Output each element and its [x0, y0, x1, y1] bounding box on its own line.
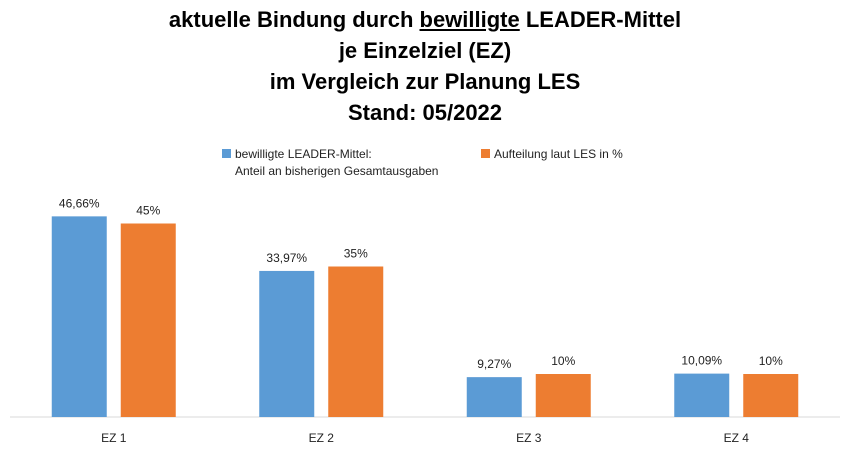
x-tick-label: EZ 1	[101, 431, 127, 445]
data-label: 45%	[136, 204, 160, 218]
legend-label-bewilligt-line1: bewilligte LEADER-Mittel:	[235, 147, 372, 161]
bar-ez4-series-1	[674, 373, 730, 417]
bar-ez3-series-1	[466, 377, 522, 417]
title-underlined-word: bewilligte	[419, 7, 520, 32]
x-tick-label: EZ 3	[516, 431, 542, 445]
bar-ez4-series-2	[743, 374, 799, 417]
data-label: 33,97%	[266, 251, 307, 265]
bar-ez2-series-1	[259, 270, 315, 417]
data-label: 10%	[759, 354, 783, 368]
legend-item-les: Aufteilung laut LES in %	[481, 146, 623, 163]
legend-swatch-blue	[222, 149, 231, 158]
legend-label-bewilligt-line2: Anteil an bisherigen Gesamtausgaben	[235, 164, 439, 178]
x-tick-label: EZ 4	[724, 431, 750, 445]
title-line-4: Stand: 05/2022	[347, 100, 503, 125]
legend-swatch-orange	[481, 149, 490, 158]
data-label: 46,66%	[59, 196, 100, 210]
bar-ez3-series-2	[535, 374, 591, 417]
data-label: 10,09%	[681, 354, 722, 368]
data-label: 35%	[344, 247, 368, 261]
bar-ez1-series-2	[120, 223, 176, 417]
data-label: 9,27%	[477, 357, 511, 371]
data-label: 10%	[551, 354, 575, 368]
title-line-1: aktuelle Bindung durch bewilligte LEADER…	[0, 4, 850, 35]
bar-ez2-series-2	[328, 266, 384, 417]
title-line-3: im Vergleich zur Planung LES	[269, 69, 581, 94]
title-line-1-end: LEADER-Mittel	[519, 7, 682, 32]
title-line-2: je Einzelziel (EZ)	[338, 38, 512, 63]
legend-item-bewilligt: bewilligte LEADER-Mittel: Anteil an bish…	[222, 146, 438, 180]
title-line-1-start: aktuelle Bindung durch	[168, 7, 420, 32]
bar-ez1-series-1	[51, 216, 107, 417]
chart-title: aktuelle Bindung durch bewilligte LEADER…	[0, 4, 850, 128]
x-tick-label: EZ 2	[309, 431, 335, 445]
legend-label-les: Aufteilung laut LES in %	[494, 147, 623, 161]
